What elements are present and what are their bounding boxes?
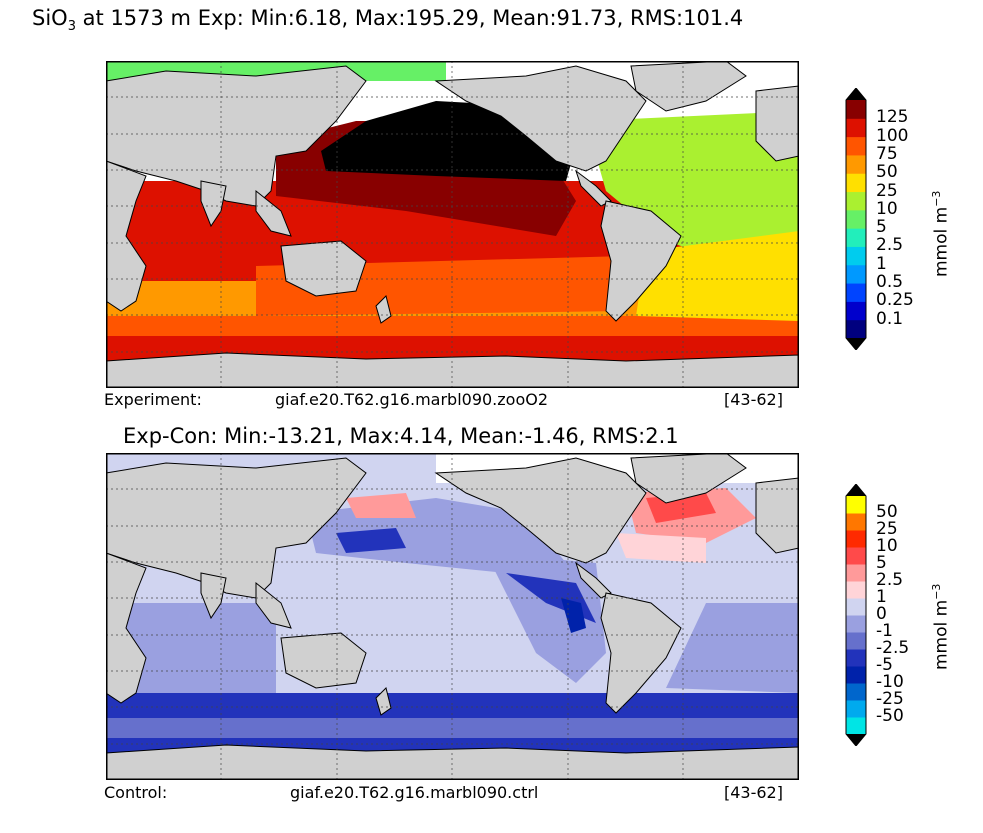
colorbar-segment	[846, 598, 866, 616]
colorbar-tick-label: -25	[876, 689, 904, 709]
pacific-pink	[346, 493, 416, 518]
colorbar-tick-label: -10	[876, 672, 904, 692]
colorbar-segment	[846, 191, 866, 211]
colorbar-under-triangle	[846, 338, 866, 350]
colorbar-segment	[846, 615, 866, 633]
colorbar-segment	[846, 700, 866, 718]
colorbar-over-triangle	[846, 484, 866, 496]
colorbar-tick-label: 50	[876, 162, 898, 183]
bottom-map-title: Exp-Con: Min:-13.21, Max:4.14, Mean:-1.4…	[123, 424, 679, 448]
colorbar-tick-label: -5	[876, 655, 893, 675]
land	[106, 453, 799, 780]
colorbar-tick-label: 50	[876, 502, 898, 522]
colorbar-tick-label: -50	[876, 706, 904, 726]
colorbar-tick-label: 5	[876, 553, 887, 573]
colorbar-segment	[846, 513, 866, 531]
colorbar-segment	[846, 118, 866, 138]
colorbar-tick-label: 100	[876, 125, 909, 146]
colorbar-segment	[846, 154, 866, 174]
colorbar-segment	[846, 100, 866, 119]
graticule	[106, 61, 799, 388]
colorbar-tick-label: 25	[876, 180, 898, 201]
colorbar-tick-label: -2.5	[876, 638, 910, 658]
colorbar-segment	[846, 564, 866, 582]
colorbar-segment	[846, 301, 866, 321]
colorbar-over-triangle	[846, 88, 866, 100]
colorbar-tick-label: 10	[876, 536, 898, 556]
colorbar-tick-label: 2.5	[876, 570, 904, 590]
colorbar-segment	[846, 264, 866, 284]
colorbar-tick-label: 0.5	[876, 272, 904, 293]
south-atlantic-yellow	[636, 231, 799, 321]
colorbar-tick-label: 75	[876, 143, 898, 164]
colorbar-tick-label: 25	[876, 519, 898, 539]
colorbar-tick-label: 0.25	[876, 290, 914, 311]
colorbar-tick-label: 5	[876, 217, 887, 238]
bottom-map	[106, 453, 799, 780]
graticule	[106, 453, 799, 780]
bottom-footer-years: [43-62]	[724, 783, 783, 802]
top-footer-years: [43-62]	[724, 390, 783, 409]
southern-band-mid	[106, 718, 799, 738]
colorbar-segment	[846, 717, 866, 735]
atlantic-mid	[666, 603, 799, 693]
colorbar-segment	[846, 581, 866, 599]
colorbar-segment	[846, 173, 866, 193]
colorbar-segment	[846, 547, 866, 565]
bottom-footer-label: Control:	[104, 783, 168, 802]
colorbar-tick-label: -1	[876, 621, 893, 641]
bottom-colorbar-unit: mmol m−3	[930, 583, 952, 670]
colorbar-segment	[846, 649, 866, 667]
colorbar-segment	[846, 530, 866, 548]
colorbar-tick-label: 2.5	[876, 235, 904, 256]
top-colorbar	[845, 88, 867, 350]
bottom-colorbar	[845, 484, 867, 746]
colorbar-segment	[846, 319, 866, 339]
colorbar-segment	[846, 496, 866, 514]
colorbar-segment	[846, 136, 866, 156]
top-map-title: SiO3 at 1573 m Exp: Min:6.18, Max:195.29…	[32, 6, 744, 35]
colorbar-tick-label: 1	[876, 253, 887, 274]
colorbar-segment	[846, 632, 866, 650]
top-map	[106, 61, 799, 388]
colorbar-segment	[846, 209, 866, 229]
colorbar-segment	[846, 228, 866, 247]
north-atlantic-pink	[616, 533, 706, 563]
colorbar-segment	[846, 246, 866, 266]
colorbar-tick-label: 125	[876, 107, 909, 128]
north-pacific-dark	[336, 528, 406, 553]
colorbar-segment	[846, 666, 866, 684]
atlantic-green	[586, 111, 799, 261]
bottom-footer-case: giaf.e20.T62.g16.marbl090.ctrl	[290, 783, 539, 802]
colorbar-tick-label: 0.1	[876, 308, 904, 329]
top-colorbar-unit: mmol m−3	[930, 190, 952, 277]
colorbar-tick-label: 1	[876, 587, 887, 607]
top-footer-case: giaf.e20.T62.g16.marbl090.zooO2	[275, 390, 549, 409]
colorbar-under-triangle	[846, 734, 866, 746]
colorbar-tick-label: 0	[876, 604, 887, 624]
top-footer-label: Experiment:	[104, 390, 202, 409]
colorbar-tick-label: 10	[876, 198, 898, 219]
colorbar-segment	[846, 283, 866, 302]
land	[106, 61, 799, 388]
peru-deep	[561, 598, 586, 633]
colorbar-segment	[846, 683, 866, 701]
